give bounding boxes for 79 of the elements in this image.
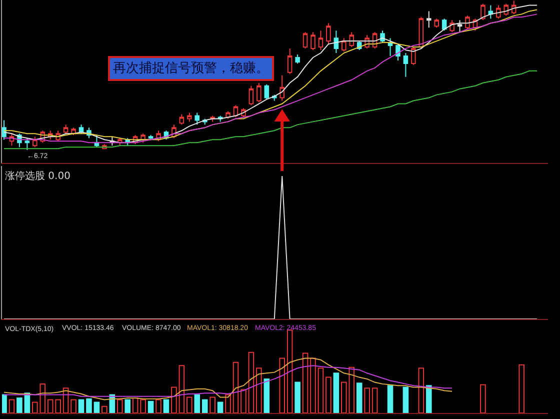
bar: [202, 399, 208, 413]
candlestick: [318, 30, 324, 51]
bar: [279, 358, 285, 413]
candlestick: [403, 52, 408, 78]
chart-title: 涨停选股 0.00: [5, 170, 70, 182]
candlestick: [32, 136, 38, 148]
candlestick: [488, 4, 494, 20]
bar: [426, 385, 432, 413]
bar: [86, 398, 92, 413]
bar: [16, 398, 22, 413]
candlestick: [465, 15, 470, 30]
bar: [225, 394, 231, 413]
bar: [518, 364, 524, 413]
candlestick: [2, 120, 6, 140]
bar: [326, 376, 332, 413]
bar: [402, 386, 409, 413]
candlestick: [504, 3, 509, 16]
bar: [240, 389, 246, 413]
bar: [333, 372, 340, 413]
bar: [256, 368, 262, 413]
bar: [264, 378, 270, 413]
bar: [124, 399, 130, 413]
bar: [178, 365, 185, 413]
bar: [171, 386, 177, 413]
bar: [8, 399, 15, 413]
annotation: 再次捕捉信号预警，稳赚。: [113, 61, 269, 76]
candlestick: [388, 38, 393, 56]
candlestick: [411, 46, 416, 66]
bar: [94, 402, 100, 413]
bar: [310, 358, 316, 413]
bar: [70, 399, 76, 413]
bar: [132, 398, 138, 413]
candlestick: [334, 30, 339, 54]
bar: [318, 368, 324, 413]
bar: [186, 396, 192, 413]
candlestick: [179, 114, 184, 126]
bar: [194, 394, 200, 413]
candlestick: [256, 82, 262, 103]
candlestick: [496, 4, 501, 20]
bar: [286, 329, 293, 413]
candlestick: [480, 3, 486, 21]
candlestick: [426, 10, 432, 28]
candlestick: [310, 32, 316, 51]
bar: [116, 399, 123, 413]
candlestick: [194, 112, 200, 126]
bar: [102, 406, 108, 413]
bar: [210, 396, 216, 413]
candlestick: [342, 38, 346, 52]
bar: [78, 399, 84, 413]
bar: [372, 388, 378, 413]
bar: [156, 399, 162, 413]
candlestick: [295, 54, 300, 64]
bar: [302, 352, 308, 413]
bar: [480, 384, 486, 413]
candlestick: [24, 138, 30, 151]
candlestick: [326, 22, 331, 45]
bar: [356, 382, 362, 413]
bar: [387, 385, 394, 413]
bar: [364, 388, 370, 413]
bar: [232, 362, 239, 413]
bar: [148, 400, 154, 413]
candlestick: [248, 85, 254, 106]
bar: [418, 368, 424, 413]
bar: [294, 382, 300, 413]
candlestick: [287, 48, 292, 74]
candlestick: [349, 32, 354, 48]
candlestick: [264, 84, 270, 100]
bar: [217, 402, 224, 413]
bar: [163, 399, 170, 413]
bar: [2, 394, 7, 413]
candlestick: [457, 20, 462, 33]
candlestick: [396, 44, 400, 61]
bar: [140, 399, 146, 413]
candlestick: [187, 112, 192, 122]
bar: [248, 352, 254, 413]
candlestick: [302, 32, 308, 50]
candlestick: [280, 74, 284, 102]
candlestick: [434, 18, 439, 28]
candlestick: [63, 124, 68, 134]
